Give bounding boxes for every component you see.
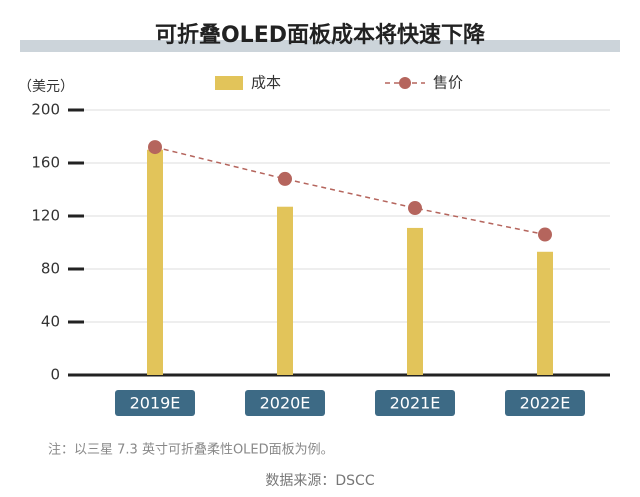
y-tick-label: 200 — [31, 101, 60, 119]
legend-label: 售价 — [433, 74, 463, 92]
y-tick-label: 120 — [31, 207, 60, 225]
y-tick-label: 0 — [50, 366, 60, 384]
x-tick-label: 2020E — [260, 394, 311, 413]
x-tick-box — [115, 390, 195, 416]
point — [148, 140, 162, 155]
x-tick-box — [505, 390, 585, 416]
legend-swatch — [215, 76, 243, 90]
source: 数据来源：DSCC — [265, 473, 374, 489]
bar — [147, 149, 163, 375]
bar — [537, 251, 553, 375]
legend-point — [399, 77, 411, 89]
x-tick-label: 2022E — [520, 394, 571, 413]
x-tick-label: 2021E — [390, 394, 441, 413]
bar — [407, 227, 423, 375]
y-tick-label: 40 — [41, 313, 60, 331]
y-tick-label: 160 — [31, 154, 60, 172]
title-band — [20, 40, 620, 52]
legend-label: 成本 — [251, 74, 281, 92]
point — [408, 201, 422, 216]
x-tick-box — [245, 390, 325, 416]
y-tick-label: 80 — [41, 260, 60, 278]
y-axis-label: （美元） — [18, 79, 74, 95]
note: 注：以三星 7.3 英寸可折叠柔性OLED面板为例。 — [48, 443, 334, 458]
x-tick-label: 2019E — [130, 394, 181, 413]
point — [538, 227, 552, 242]
line — [154, 146, 546, 236]
chart-title: 可折叠OLED面板成本将快速下降 — [155, 22, 486, 48]
point — [278, 171, 292, 186]
x-tick-box — [375, 390, 455, 416]
bar — [277, 206, 293, 375]
